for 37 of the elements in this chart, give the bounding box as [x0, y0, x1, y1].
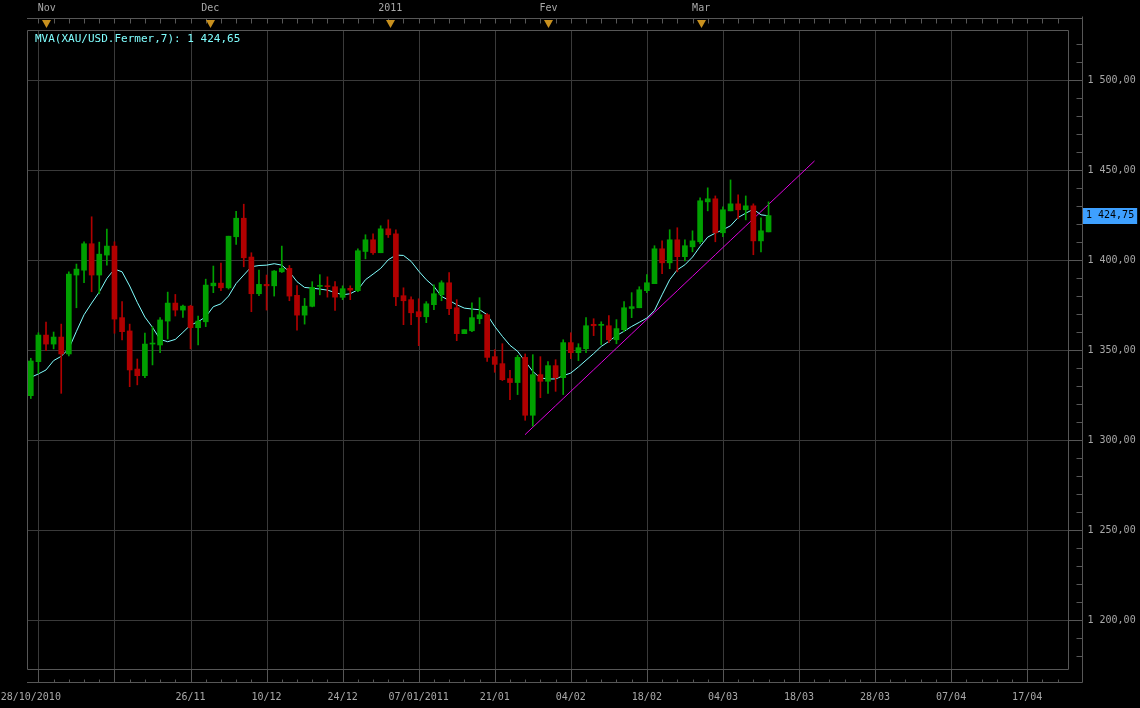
x-tick-label: 04/02 — [555, 691, 586, 703]
x-tick-label: 21/01 — [479, 691, 510, 703]
y-tick-label: 1 350,00 — [1087, 344, 1136, 356]
candlestick — [58, 323, 65, 394]
y-tick-label: 1 450,00 — [1087, 164, 1136, 176]
candlestick — [598, 321, 605, 345]
x-tick-label: 18/03 — [783, 691, 815, 703]
candlestick — [415, 298, 422, 347]
candlestick — [317, 274, 323, 296]
x-tick-label: 07/04 — [936, 691, 967, 703]
x-tick-label: 24/12 — [327, 691, 358, 703]
y-tick-label: 1 400,00 — [1087, 254, 1136, 266]
candlestick — [507, 369, 513, 400]
candlestick — [704, 187, 711, 212]
x-tick-label: 28/10/2010 — [0, 691, 61, 703]
candlestick — [278, 245, 285, 273]
text: MVA(XAU/USD.Fermer,7): 1 424,65 — [35, 31, 241, 45]
x2-tick-label: Mar — [692, 2, 711, 14]
candlestick — [218, 262, 224, 291]
x-tick-label: 28/03 — [860, 691, 891, 703]
x-tick-label: 26/11 — [175, 691, 206, 703]
candlestick — [742, 195, 749, 221]
candlestick — [195, 315, 201, 346]
x-tick-label: 10/12 — [251, 691, 282, 703]
x2-tick-label: 2011 — [378, 2, 403, 14]
x2-tick-label: Dec — [201, 2, 220, 14]
y-tick-label: 1 300,00 — [1087, 434, 1136, 446]
x2-tick-label: Fev — [539, 2, 558, 14]
y-tick-label: 1 250,00 — [1087, 524, 1136, 536]
x-tick-label: 17/04 — [1012, 691, 1043, 703]
x-tick-label: 07/01/2011 — [388, 691, 449, 703]
x-tick-label: 04/03 — [707, 691, 738, 703]
y-tick-label: 1 200,00 — [1087, 614, 1136, 626]
x2-tick-label: Nov — [37, 2, 56, 14]
y-tick-label: 1 500,00 — [1087, 74, 1136, 86]
x-tick-label: 18/02 — [631, 691, 662, 703]
text: 1 424,75 — [1086, 209, 1135, 221]
